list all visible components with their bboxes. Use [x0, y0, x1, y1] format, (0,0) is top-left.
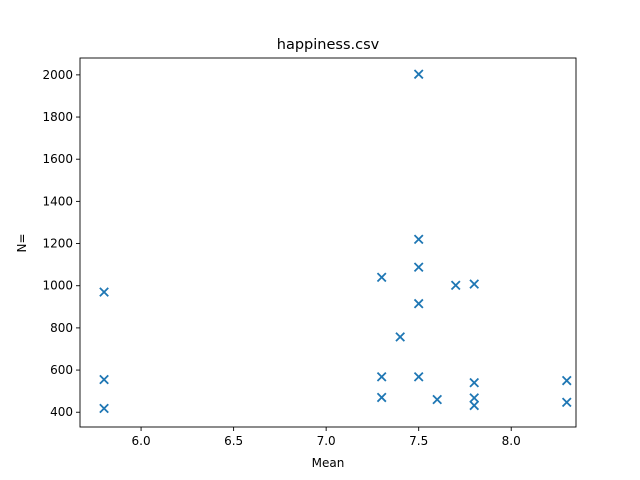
chart-title: happiness.csv [277, 37, 380, 53]
x-tick-label: 7.0 [317, 434, 336, 448]
x-axis-ticks: 6.0 6.5 7.0 7.5 8.0 [132, 427, 521, 448]
data-point [413, 262, 424, 273]
y-tick-label: 1200 [42, 237, 73, 251]
data-point [432, 394, 443, 405]
y-tick-label: 800 [50, 321, 73, 335]
data-point [376, 371, 387, 382]
x-tick-label: 6.5 [224, 434, 243, 448]
x-tick-label: 8.0 [502, 434, 521, 448]
data-point [469, 393, 480, 403]
y-axis-label: N= [15, 233, 29, 252]
data-point [99, 403, 109, 414]
data-point [450, 280, 461, 291]
data-point [99, 374, 109, 385]
x-axis-label: Mean [312, 456, 345, 470]
y-tick-label: 1600 [42, 152, 73, 166]
data-point [469, 377, 480, 388]
y-tick-label: 1800 [42, 110, 73, 124]
data-point [561, 375, 572, 386]
plot-frame [79, 57, 577, 428]
x-tick-label: 7.5 [409, 434, 428, 448]
y-tick-label: 2000 [42, 68, 73, 82]
data-point [469, 279, 480, 289]
data-point [413, 371, 424, 382]
data-point [413, 234, 424, 245]
x-tick-label: 6.0 [132, 434, 151, 448]
data-point [376, 392, 387, 403]
data-point [99, 287, 109, 297]
data-point [413, 69, 424, 80]
y-tick-label: 600 [50, 363, 73, 377]
y-axis-ticks: 400 600 800 1000 1200 1400 1600 1800 2000 [42, 68, 80, 419]
data-point [469, 400, 480, 411]
data-point [413, 298, 424, 309]
data-point [376, 272, 387, 283]
y-tick-label: 400 [50, 405, 73, 419]
data-point [561, 397, 572, 408]
data-points [99, 69, 572, 414]
y-tick-label: 1400 [42, 194, 73, 208]
data-point [395, 332, 406, 342]
y-tick-label: 1000 [42, 279, 73, 293]
